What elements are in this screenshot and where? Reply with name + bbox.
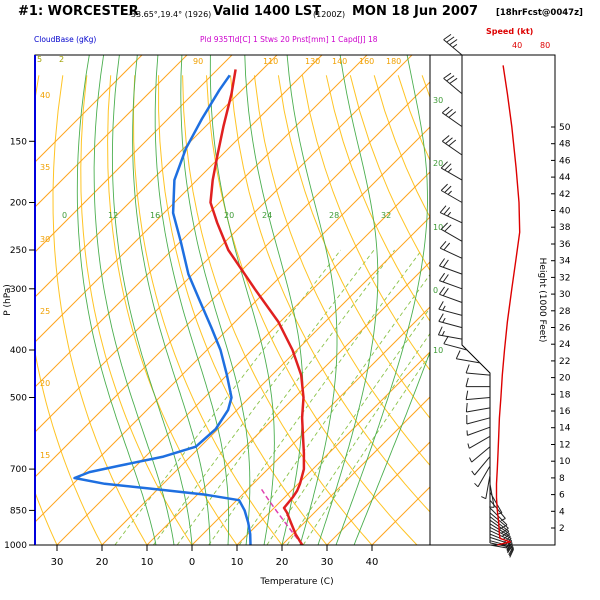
- svg-text:26: 26: [559, 323, 571, 333]
- svg-text:42: 42: [559, 190, 570, 200]
- svg-text:10: 10: [559, 457, 571, 467]
- svg-text:50: 50: [559, 123, 571, 133]
- temperature-curve: [209, 69, 306, 545]
- svg-text:10: 10: [433, 346, 443, 355]
- svg-text:0: 0: [433, 286, 438, 295]
- svg-text:32: 32: [559, 273, 570, 283]
- plot-borders: [34, 54, 556, 546]
- height-axis: 2468101214161820222426283032343638404244…: [537, 123, 571, 534]
- svg-text:Height (1000 Feet): Height (1000 Feet): [537, 258, 547, 343]
- valid-time-label: Valid 1400 LST: [213, 4, 322, 19]
- svg-text:130: 130: [305, 57, 320, 66]
- svg-text:250: 250: [10, 246, 27, 256]
- svg-text:46: 46: [559, 156, 571, 166]
- svg-text:18: 18: [559, 390, 571, 400]
- speed-tick-40: 40: [512, 41, 523, 50]
- svg-text:150: 150: [10, 137, 27, 147]
- svg-text:20: 20: [40, 379, 50, 388]
- svg-text:22: 22: [559, 357, 570, 367]
- svg-text:35: 35: [40, 163, 50, 172]
- svg-text:30: 30: [40, 235, 50, 244]
- svg-text:44: 44: [559, 173, 571, 183]
- speed-tick-80: 80: [540, 41, 551, 50]
- svg-text:1000: 1000: [4, 541, 27, 551]
- station-coords: -33.65°,19.4° (1926): [128, 10, 212, 19]
- forecast-tag: [18hrFcst@0047z]: [496, 8, 583, 18]
- svg-text:140: 140: [332, 57, 347, 66]
- svg-text:8: 8: [559, 474, 565, 484]
- svg-text:12: 12: [108, 211, 118, 220]
- svg-text:16: 16: [559, 407, 571, 417]
- svg-text:30: 30: [321, 557, 334, 568]
- speed-profile: [495, 65, 521, 546]
- speed-axis-title: Speed (kt): [486, 27, 534, 36]
- svg-text:180: 180: [386, 57, 401, 66]
- valid-zulu-label: (1200Z): [313, 10, 346, 19]
- svg-text:30: 30: [433, 96, 443, 105]
- svg-text:24: 24: [559, 340, 571, 350]
- moist-adiabats: [76, 55, 430, 545]
- svg-text:0: 0: [62, 211, 67, 220]
- svg-text:110: 110: [263, 57, 278, 66]
- svg-text:36: 36: [559, 240, 571, 250]
- svg-text:10: 10: [433, 223, 443, 232]
- svg-text:38: 38: [559, 223, 571, 233]
- svg-text:P (hPa): P (hPa): [3, 284, 13, 316]
- valid-date-label: MON 18 Jun 2007: [352, 4, 479, 19]
- svg-text:10: 10: [231, 557, 244, 568]
- wind-barbs: [437, 33, 515, 558]
- svg-text:400: 400: [10, 346, 27, 356]
- cloudbase-legend: CloudBase (gKg): [34, 35, 97, 44]
- svg-text:30: 30: [51, 557, 64, 568]
- svg-text:500: 500: [10, 393, 27, 403]
- temperature-axis: 30 20 10 0 10 20 30 40 Temperature (C): [51, 545, 379, 587]
- svg-text:48: 48: [559, 140, 571, 150]
- svg-text:0: 0: [189, 557, 195, 568]
- svg-text:16: 16: [150, 211, 160, 220]
- svg-text:4: 4: [559, 507, 565, 517]
- svg-text:34: 34: [559, 257, 571, 267]
- svg-text:700: 700: [10, 465, 27, 475]
- svg-text:2: 2: [59, 55, 64, 64]
- svg-text:10: 10: [141, 557, 154, 568]
- svg-text:20: 20: [433, 159, 443, 168]
- station-title: #1: WORCESTER: [18, 4, 139, 19]
- parcel-curve: [260, 488, 303, 545]
- svg-text:Temperature (C): Temperature (C): [259, 577, 333, 587]
- svg-text:30: 30: [559, 290, 571, 300]
- svg-text:300: 300: [10, 285, 27, 295]
- svg-text:14: 14: [559, 424, 571, 434]
- svg-text:28: 28: [559, 307, 571, 317]
- svg-text:28: 28: [329, 211, 339, 220]
- svg-text:5: 5: [37, 55, 42, 64]
- svg-text:200: 200: [10, 199, 27, 209]
- svg-text:160: 160: [359, 57, 374, 66]
- svg-text:25: 25: [40, 307, 50, 316]
- pressure-axis: 150 200 250 300 400 500 700 850 1000 P (hPa): [3, 137, 35, 551]
- svg-text:20: 20: [276, 557, 289, 568]
- svg-text:24: 24: [262, 211, 272, 220]
- svg-text:6: 6: [559, 491, 565, 501]
- svg-text:40: 40: [559, 207, 571, 217]
- svg-text:15: 15: [40, 451, 50, 460]
- svg-text:20: 20: [224, 211, 234, 220]
- svg-text:40: 40: [40, 91, 50, 100]
- svg-text:12: 12: [559, 440, 570, 450]
- svg-text:32: 32: [381, 211, 391, 220]
- svg-text:90: 90: [193, 57, 203, 66]
- svg-text:2: 2: [559, 524, 565, 534]
- svg-text:20: 20: [96, 557, 109, 568]
- svg-text:20: 20: [559, 374, 571, 384]
- svg-text:850: 850: [10, 506, 27, 516]
- dewpoint-curve: [73, 74, 252, 545]
- params-legend: Pld 935Tld[C] 1 Stws 20 Pnst[mm] 1 Capd[…: [200, 35, 378, 44]
- svg-text:40: 40: [366, 557, 379, 568]
